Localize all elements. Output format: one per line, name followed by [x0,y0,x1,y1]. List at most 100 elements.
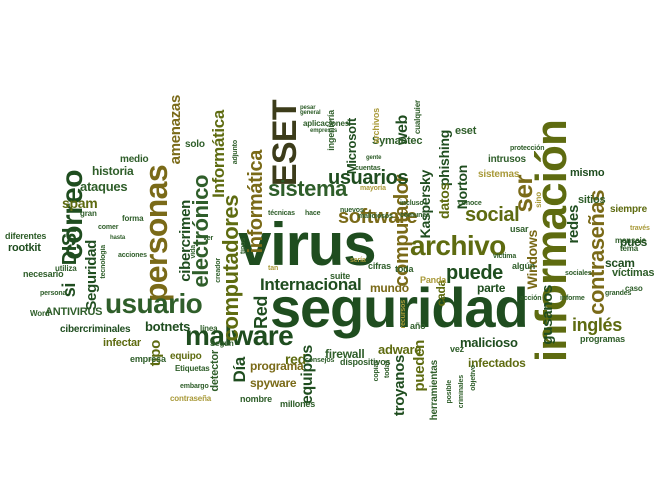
word-general: general [300,110,321,116]
word-necesario: necesario [23,269,64,279]
word-cuentas: cuentas [355,165,381,172]
word-archivos: archivos [371,108,381,144]
word-millones: millones [280,399,316,409]
word-copias: copias [373,360,380,382]
word-parte: parte [477,281,506,295]
word-malicioso: malicioso [460,335,518,350]
word-empresa: empresa [130,354,166,364]
word-detector: detector [209,350,221,392]
word-toda: toda [395,264,414,274]
word-mensaje: mensaje [615,236,646,245]
word-symantec: Symantec [372,135,423,147]
word-ataques: ataques [80,179,128,194]
word-hace: hace [305,210,321,217]
word-usuario: usuario [105,288,203,319]
word-tema: tema [620,244,639,253]
word-dispositivos: dispositivos [340,357,391,367]
word-pues: pues [620,235,648,249]
word-acciones: acciones [118,252,147,259]
word-seria: sería [350,257,366,264]
word-ingles: inglés [572,315,622,335]
word-adjunto: adjunto [232,140,239,165]
word-algun: algún [512,261,536,271]
word-personas: personas [138,165,174,303]
word-gran: gran [80,209,97,218]
word-informatica-lower: informática [245,150,267,254]
word-amenazas: amenazas [167,95,184,165]
word-intrusos: intrusos [488,154,526,165]
word-seguridad-cap: Seguridad [83,240,100,311]
word-siempre: siempre [610,204,647,215]
word-conoce: conoce [458,200,482,207]
word-panda: Panda [420,275,447,285]
word-persona: persona [40,290,67,297]
word-historia: historia [92,164,134,178]
word-computadores: computadores [218,195,243,342]
word-suite: suite [330,271,351,281]
word-usar: usar [510,224,529,234]
word-solo: solo [185,139,205,150]
word-incluso: incluso [400,200,424,207]
word-antivirus: ANTIVIRUS [45,306,103,318]
word-software: software [338,206,418,228]
word-adware: adware [378,342,422,357]
word-sino: sino [534,192,543,208]
word-diferentes: diferentes [5,231,47,241]
word-comer: comer [98,224,119,231]
word-red: red [285,351,306,367]
word-nuevos: nuevos [340,207,364,214]
word-medio: medio [120,154,149,165]
word-vida: vida [190,245,197,259]
word-nombre: nombre [240,394,272,404]
word-aplicaciones: aplicaciones [303,119,350,128]
word-proteccion: protección [510,145,545,152]
word-phishing: phishing [436,130,452,187]
word-vez: vez [450,344,464,354]
word-spyware: spyware [250,376,297,390]
word-eset-lower: eset [455,125,477,137]
word-consejos: consejos [305,357,335,364]
word-scam: scam [605,256,635,270]
word-caso: caso [625,284,643,293]
word-spam: spam [62,195,98,211]
word-malware: malware [185,320,294,351]
word-archivo: archivo [410,230,506,261]
word-ano: año [410,321,426,331]
word-cibercriminales: cibercriminales [60,324,131,335]
word-redes: redes [565,205,582,244]
word-tipos: tipos [240,238,247,255]
word-informatica-cap: Informática [209,110,228,198]
word-dia: Día [230,357,249,383]
word-tan: tan [268,265,279,272]
word-internacional: Internacional [260,275,362,294]
word-sistema: sistema [268,176,347,201]
word-creador: creador [215,258,222,283]
word-segun: Según [210,339,234,348]
word-usuarios: usuarios [328,167,409,189]
word-gusanos: gusanos [539,285,556,345]
word-infectar: infectar [103,337,141,349]
word-tecnologia: tecnología [100,245,107,279]
word-virus: virus [238,211,377,278]
word-firewall: firewall [325,347,365,361]
word-pesar: pesar [300,105,316,111]
word-equipos: equipos [299,345,316,405]
word-hasta: hasta [110,235,126,241]
word-infectados: infectados [468,356,526,370]
word-criminales: criminales [458,375,465,409]
word-recursos: recursos [400,300,407,329]
word-herramientas: herramientas [429,360,440,421]
word-programas: programas [580,334,625,344]
word-cualquier: cualquier [413,100,422,135]
word-pueden: pueden [411,340,428,392]
word-grandes: grandes [605,290,632,297]
word-mundo: mundo [370,281,409,295]
word-etiquetas: Etiquetas [175,364,210,373]
word-troyanos: troyanos [391,355,408,416]
word-comunes: comunes [400,212,430,219]
word-posible: posible [446,380,453,404]
word-forma: forma [122,214,144,223]
word-programa: programa [250,359,304,373]
word-sociales: sociales [565,270,592,277]
